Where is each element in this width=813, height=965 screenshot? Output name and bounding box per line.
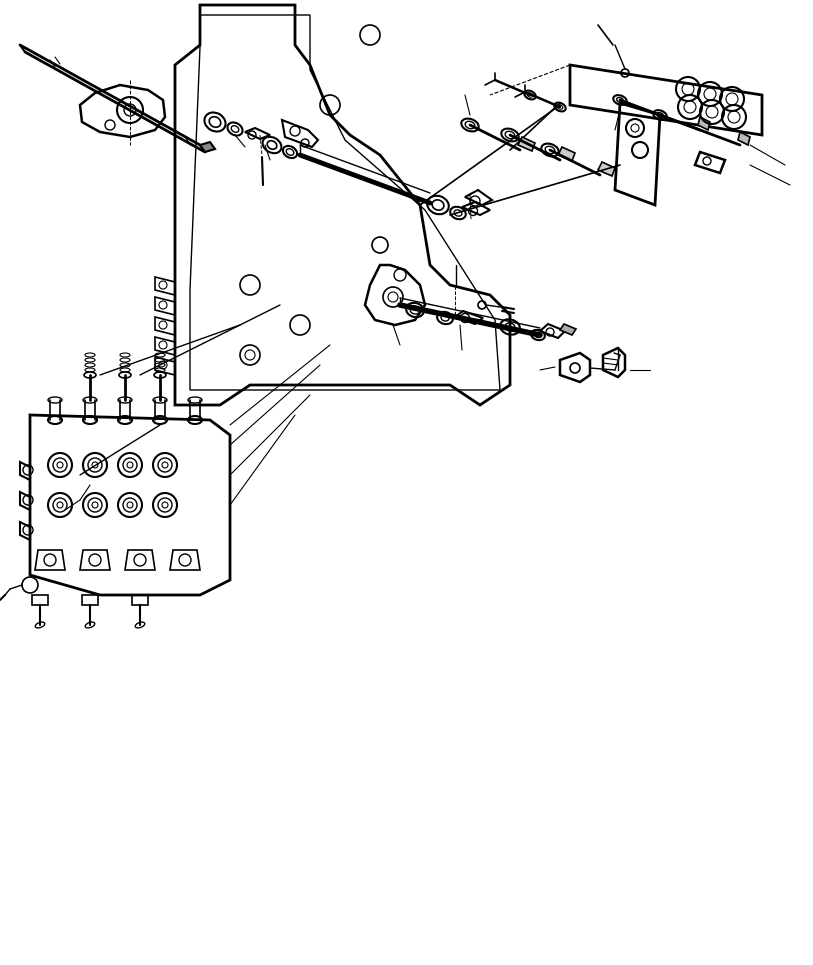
Polygon shape (560, 324, 576, 335)
Polygon shape (698, 117, 710, 130)
Polygon shape (738, 132, 750, 145)
Polygon shape (200, 142, 215, 152)
Polygon shape (598, 162, 615, 176)
Polygon shape (558, 147, 575, 161)
Polygon shape (518, 137, 535, 151)
